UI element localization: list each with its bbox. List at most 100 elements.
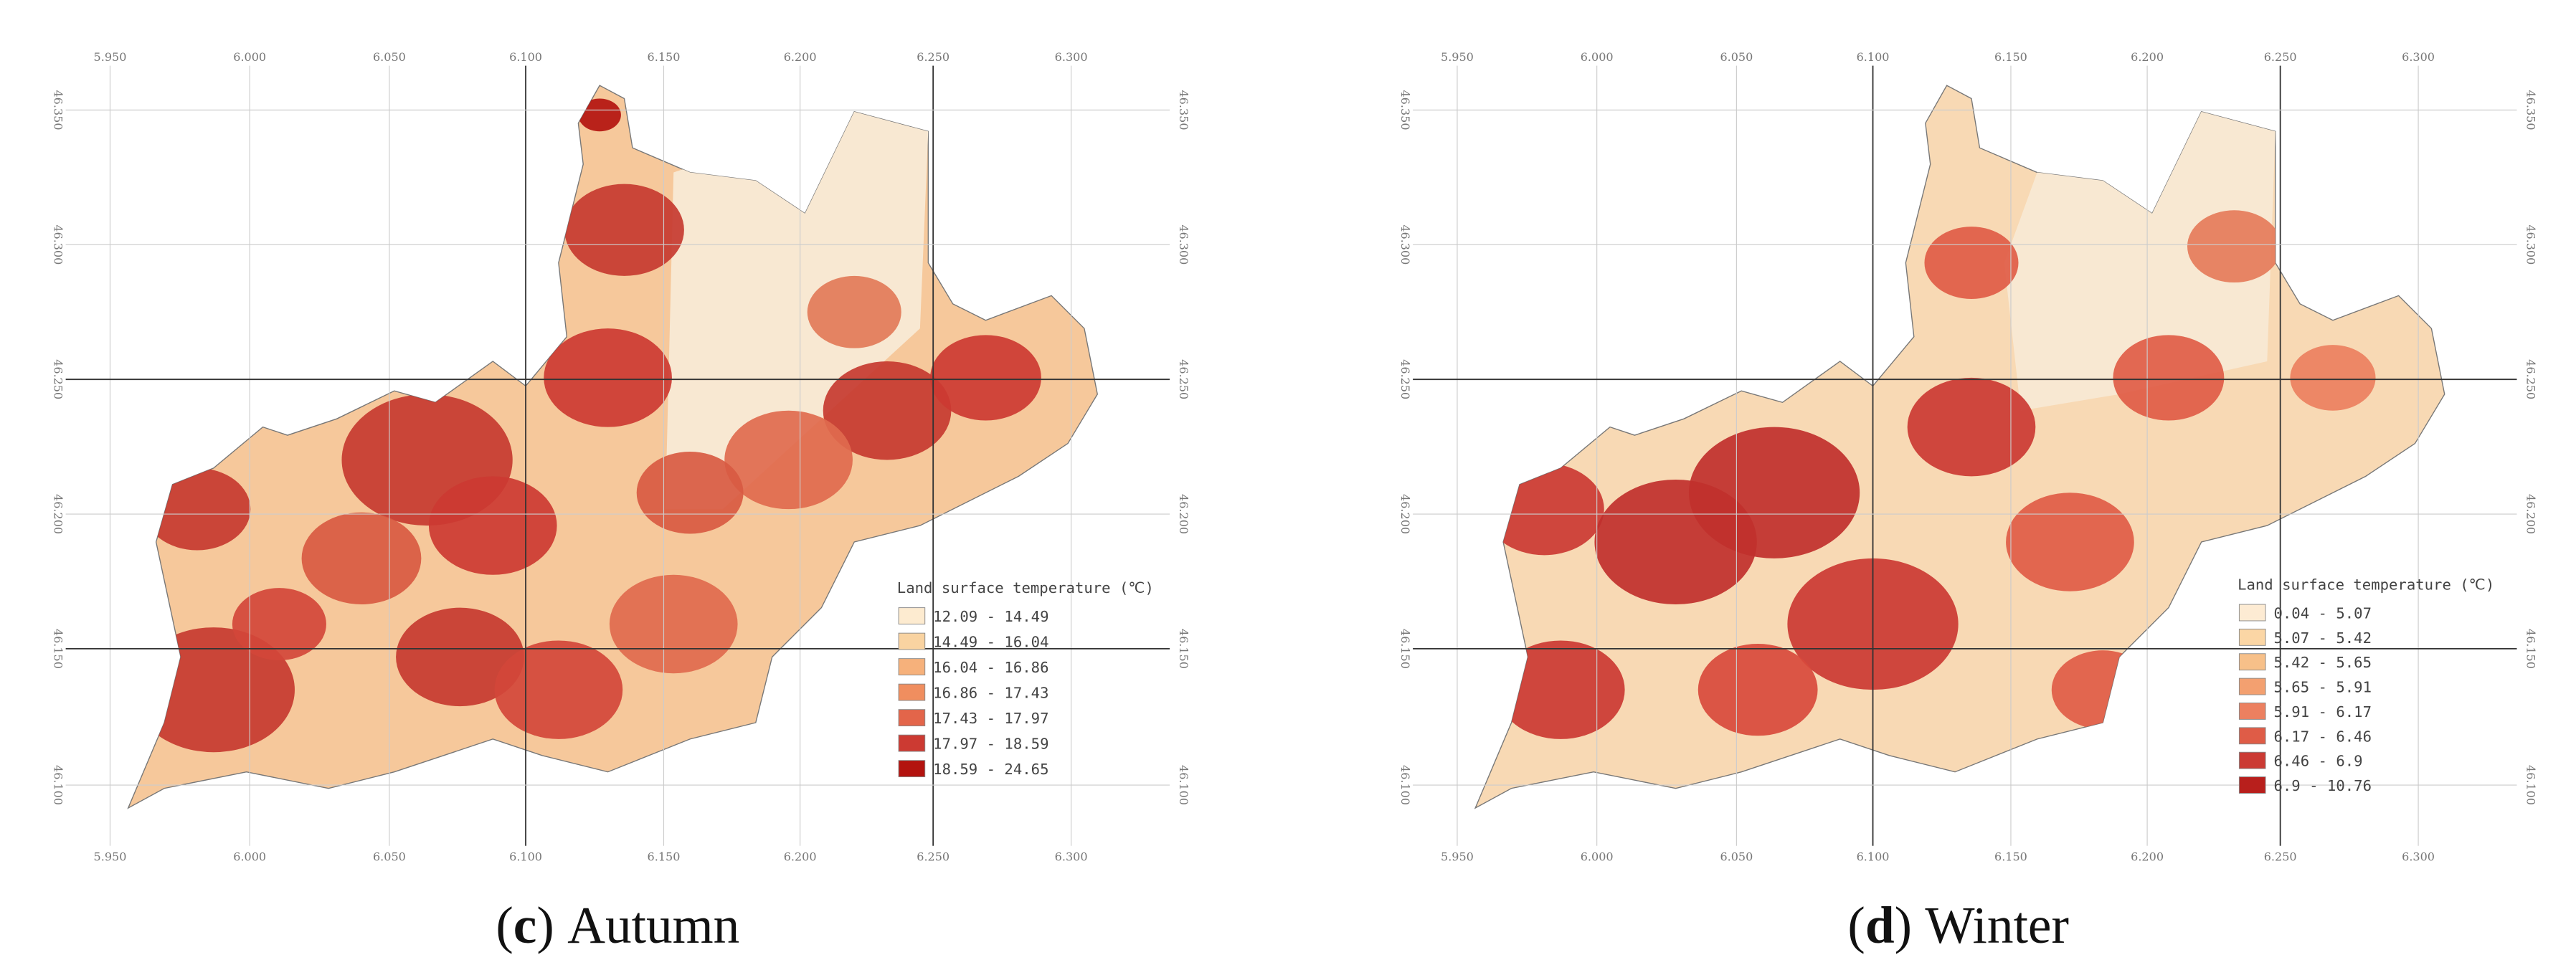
y-tick-label: 46.100 xyxy=(1177,765,1190,805)
x-tick-label: 5.950 xyxy=(94,850,127,863)
y-tick-label: 46.150 xyxy=(2524,629,2537,669)
legend-swatch xyxy=(2238,751,2266,769)
y-tick-label: 46.350 xyxy=(1177,90,1190,130)
y-tick-label: 46.100 xyxy=(52,765,65,805)
region-light xyxy=(665,111,929,510)
legend-swatch xyxy=(898,683,926,701)
x-tick-label: 5.950 xyxy=(94,50,127,64)
y-tick-label: 46.250 xyxy=(1177,359,1190,399)
hot-area xyxy=(2290,345,2376,411)
legend-swatch xyxy=(2238,653,2266,671)
legend-label: 6.9 - 10.76 xyxy=(2273,777,2372,794)
hot-area xyxy=(564,184,684,276)
legend-label: 18.59 - 24.65 xyxy=(933,761,1048,778)
x-tick-label: 5.950 xyxy=(1441,850,1474,863)
legend-swatch xyxy=(2238,727,2266,745)
legend-swatch xyxy=(898,632,926,650)
y-tick-label: 46.150 xyxy=(52,629,65,669)
x-tick-label: 6.200 xyxy=(2131,850,2164,863)
x-tick-label: 6.250 xyxy=(917,850,950,863)
legend-label: 17.97 - 18.59 xyxy=(933,736,1048,753)
legend-label: 12.09 - 14.49 xyxy=(933,608,1048,625)
y-tick-label: 46.200 xyxy=(1398,494,1412,534)
y-tick-label: 46.350 xyxy=(52,90,65,130)
hot-area xyxy=(301,512,422,605)
y-tick-label: 46.150 xyxy=(1177,629,1190,669)
legend-title: Land surface temperature (℃) xyxy=(2238,576,2494,593)
hot-area xyxy=(823,361,952,460)
x-tick-label: 6.150 xyxy=(1994,50,2027,64)
legend-label: 17.43 - 17.97 xyxy=(933,710,1048,727)
legend-label: 16.04 - 16.86 xyxy=(933,659,1048,676)
legend-swatch xyxy=(898,709,926,727)
x-tick-label: 6.000 xyxy=(1581,50,1614,64)
hot-area xyxy=(1697,644,1818,736)
hot-area xyxy=(232,588,326,660)
hot-area xyxy=(578,98,621,132)
legend-swatch xyxy=(2238,604,2266,622)
hot-area xyxy=(2113,335,2225,421)
legend-swatch xyxy=(2238,677,2266,695)
hot-area xyxy=(1688,427,1860,558)
x-tick-label: 6.300 xyxy=(2402,850,2435,863)
legend-label: 6.17 - 6.46 xyxy=(2273,728,2372,745)
x-tick-label: 6.250 xyxy=(917,50,950,64)
x-tick-label: 6.050 xyxy=(373,50,406,64)
y-tick-label: 46.300 xyxy=(1398,224,1412,265)
x-tick-label: 6.100 xyxy=(1857,850,1890,863)
y-tick-label: 46.150 xyxy=(1398,629,1412,669)
hot-area xyxy=(609,574,738,674)
x-tick-label: 6.000 xyxy=(233,850,266,863)
y-tick-label: 46.300 xyxy=(52,224,65,265)
y-tick-label: 46.350 xyxy=(2524,90,2537,130)
y-tick-label: 46.250 xyxy=(2524,359,2537,399)
legend-label: 5.91 - 6.17 xyxy=(2273,703,2372,721)
hot-area xyxy=(724,410,853,510)
x-tick-label: 6.100 xyxy=(1857,50,1890,64)
hot-area xyxy=(494,640,623,739)
y-tick-label: 46.300 xyxy=(1177,224,1190,265)
x-tick-label: 6.150 xyxy=(648,850,681,863)
y-tick-label: 46.200 xyxy=(1177,494,1190,534)
hot-area xyxy=(930,335,1041,421)
x-tick-label: 5.950 xyxy=(1441,50,1474,64)
legend-label: 14.49 - 16.04 xyxy=(933,634,1048,651)
caption-text: Winter xyxy=(1925,896,2069,954)
legend-label: 5.07 - 5.42 xyxy=(2273,629,2372,647)
region-light xyxy=(2004,111,2276,411)
caption-label: d xyxy=(1865,896,1895,954)
caption-label: c xyxy=(513,896,537,954)
y-tick-label: 46.250 xyxy=(1398,359,1412,399)
hot-area xyxy=(2187,210,2282,283)
legend-swatch xyxy=(898,760,926,778)
x-tick-label: 6.200 xyxy=(2131,50,2164,64)
x-tick-label: 6.050 xyxy=(373,850,406,863)
x-tick-label: 6.150 xyxy=(648,50,681,64)
legend-swatch xyxy=(2238,776,2266,794)
map-panel: 5.950 5.950 6.000 6.000 6.050 6.050 6.100 6.100… xyxy=(1398,50,2537,954)
y-tick-label: 46.200 xyxy=(2524,494,2537,534)
caption: (c) Autumn xyxy=(496,896,739,954)
x-tick-label: 6.200 xyxy=(784,50,817,64)
legend-label: 5.42 - 5.65 xyxy=(2273,654,2372,671)
hot-area xyxy=(2006,493,2134,591)
hot-area xyxy=(807,275,901,348)
x-tick-label: 6.250 xyxy=(2264,850,2297,863)
map-panel: 5.950 5.950 6.000 6.000 6.050 6.050 6.100 6.100… xyxy=(52,50,1190,954)
y-tick-label: 46.100 xyxy=(2524,765,2537,805)
hot-area xyxy=(396,607,524,707)
y-tick-label: 46.200 xyxy=(52,494,65,534)
x-tick-label: 6.000 xyxy=(1581,850,1614,863)
legend-swatch xyxy=(898,607,926,624)
caption: (d) Winter xyxy=(1847,896,2068,954)
hot-area xyxy=(544,328,672,427)
x-tick-label: 6.150 xyxy=(1994,850,2027,863)
legend-swatch xyxy=(2238,703,2266,720)
legend-label: 6.46 - 6.9 xyxy=(2273,753,2362,770)
x-tick-label: 6.300 xyxy=(2402,50,2435,64)
hot-area xyxy=(1924,227,2019,299)
hot-area xyxy=(143,467,251,551)
hot-area xyxy=(2051,650,2154,730)
y-tick-label: 46.350 xyxy=(1398,90,1412,130)
